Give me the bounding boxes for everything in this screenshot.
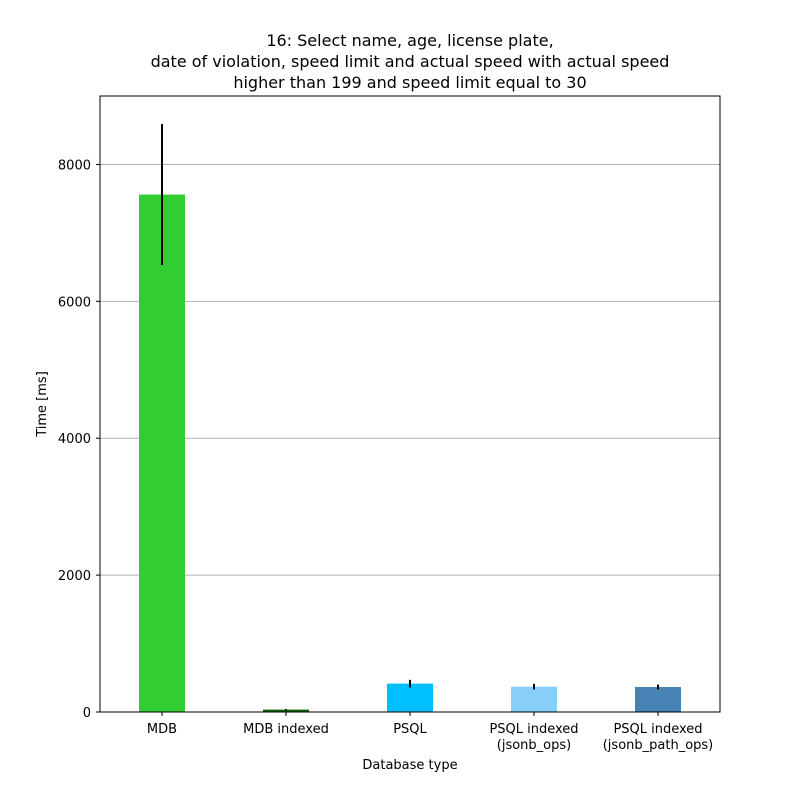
- y-axis-ticks: 0 2000 4000 6000 8000: [58, 158, 100, 721]
- chart-title-line-2: date of violation, speed limit and actua…: [151, 52, 670, 71]
- plot-frame: [99, 95, 721, 713]
- y-tick-label: 8000: [58, 158, 91, 173]
- bars: [139, 194, 681, 712]
- x-tick-label: (jsonb_ops): [497, 738, 571, 753]
- x-axis-label: Database type: [362, 758, 457, 773]
- gridlines: [100, 163, 720, 576]
- y-tick-label: 0: [83, 706, 91, 721]
- bar: [511, 686, 557, 712]
- x-axis-ticks: MDB MDB indexed PSQL PSQL indexed(jsonb_ops…: [147, 712, 713, 753]
- x-tick-label: PSQL indexed: [613, 722, 702, 737]
- error-bars: [161, 124, 659, 711]
- x-tick-label: MDB: [147, 722, 177, 737]
- chart-title-line-3: higher than 199 and speed limit equal to…: [233, 73, 586, 92]
- x-tick-label: PSQL indexed: [489, 722, 578, 737]
- bar: [635, 687, 681, 712]
- y-tick-label: 2000: [58, 569, 91, 584]
- chart-title-line-1: 16: Select name, age, license plate,: [266, 31, 553, 50]
- x-tick-label: MDB indexed: [243, 722, 329, 737]
- x-tick-label: (jsonb_path_ops): [603, 738, 714, 753]
- x-tick-label: PSQL: [393, 722, 427, 737]
- y-tick-label: 6000: [58, 295, 91, 310]
- y-tick-label: 4000: [58, 432, 91, 447]
- chart-title: 16: Select name, age, license plate, dat…: [151, 31, 670, 92]
- bar: [387, 683, 433, 712]
- bar: [263, 709, 309, 712]
- y-axis-label: Time [ms]: [35, 371, 50, 438]
- bar: [139, 194, 185, 712]
